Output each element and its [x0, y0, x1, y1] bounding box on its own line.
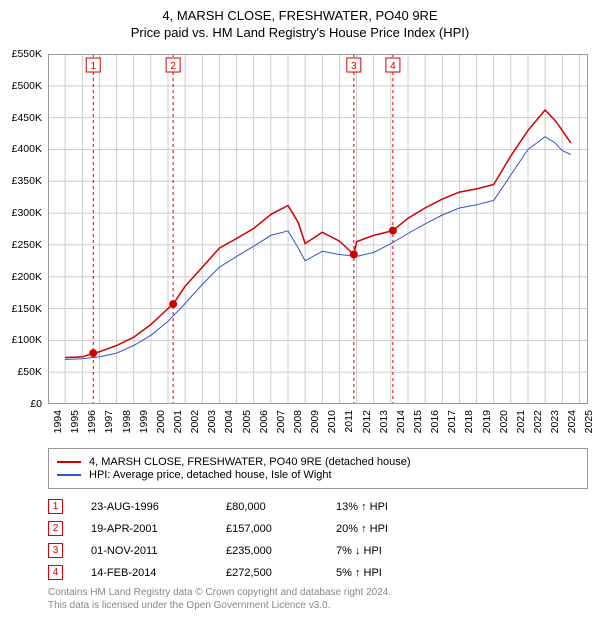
legend-item: 4, MARSH CLOSE, FRESHWATER, PO40 9RE (de… — [57, 456, 579, 468]
transaction-row: 4 14-FEB-2014£272,5005% ↑ HPI — [48, 565, 588, 580]
x-tick-label: 2017 — [446, 410, 458, 433]
svg-text:3: 3 — [351, 61, 357, 72]
y-tick-label: £100K — [12, 334, 42, 346]
x-tick-label: 2020 — [498, 410, 510, 433]
x-tick-label: 2019 — [481, 410, 493, 433]
transaction-date: 14-FEB-2014 — [91, 567, 226, 579]
transaction-badge: 4 — [48, 565, 63, 580]
transaction-price: £157,000 — [226, 523, 336, 535]
legend-swatch — [57, 461, 81, 463]
transaction-pct: 7% ↓ HPI — [336, 545, 382, 557]
x-tick-label: 2025 — [583, 410, 595, 433]
transaction-badge: 1 — [48, 499, 63, 514]
legend: 4, MARSH CLOSE, FRESHWATER, PO40 9RE (de… — [48, 448, 588, 489]
x-tick-label: 1995 — [69, 410, 81, 433]
transaction-pct: 13% ↑ HPI — [336, 501, 388, 513]
x-tick-label: 2005 — [241, 410, 253, 433]
transaction-pct: 20% ↑ HPI — [336, 523, 388, 535]
title-line-2: Price paid vs. HM Land Registry's House … — [0, 25, 600, 40]
x-tick-label: 2022 — [532, 410, 544, 433]
footer-line-1: Contains HM Land Registry data © Crown c… — [48, 586, 391, 599]
x-tick-label: 2018 — [463, 410, 475, 433]
footer-line-2: This data is licensed under the Open Gov… — [48, 599, 391, 612]
x-tick-label: 2014 — [395, 410, 407, 433]
x-tick-label: 2021 — [515, 410, 527, 433]
transaction-price: £272,500 — [226, 567, 336, 579]
svg-text:4: 4 — [390, 61, 396, 72]
x-tick-label: 2011 — [343, 410, 355, 433]
title-line-1: 4, MARSH CLOSE, FRESHWATER, PO40 9RE — [0, 8, 600, 23]
y-tick-label: £500K — [12, 80, 42, 92]
transaction-price: £235,000 — [226, 545, 336, 557]
x-tick-label: 2006 — [258, 410, 270, 433]
x-tick-label: 2004 — [223, 410, 235, 433]
x-axis: 1994 1995 1996 1997 1998 1999 2000 2001 2002 2003… — [48, 408, 588, 448]
plot-svg: 1 2 3 4 — [48, 54, 588, 404]
transaction-date: 19-APR-2001 — [91, 523, 226, 535]
x-tick-label: 2009 — [309, 410, 321, 433]
x-tick-label: 2007 — [275, 410, 287, 433]
transactions-list: 1 23-AUG-1996£80,00013% ↑ HPI 2 19-APR-2001… — [48, 492, 588, 587]
y-tick-label: £150K — [12, 303, 42, 315]
x-tick-label: 2002 — [189, 410, 201, 433]
x-tick-label: 2024 — [566, 410, 578, 433]
y-tick-label: £300K — [12, 207, 42, 219]
y-tick-label: £50K — [17, 366, 42, 378]
transaction-price: £80,000 — [226, 501, 336, 513]
legend-swatch — [57, 474, 81, 476]
y-tick-label: £450K — [12, 112, 42, 124]
x-tick-label: 1994 — [52, 410, 64, 433]
transaction-date: 01-NOV-2011 — [91, 545, 226, 557]
transaction-badge: 2 — [48, 521, 63, 536]
y-tick-label: £550K — [12, 48, 42, 60]
transaction-date: 23-AUG-1996 — [91, 501, 226, 513]
y-tick-label: £200K — [12, 271, 42, 283]
x-tick-label: 2008 — [292, 410, 304, 433]
y-tick-label: £0 — [30, 398, 42, 410]
x-tick-label: 1998 — [121, 410, 133, 433]
x-tick-label: 2003 — [206, 410, 218, 433]
x-tick-label: 2016 — [429, 410, 441, 433]
x-tick-label: 2001 — [172, 410, 184, 433]
y-tick-label: £400K — [12, 143, 42, 155]
legend-label: HPI: Average price, detached house, Isle… — [89, 469, 332, 481]
plot-area: 1 2 3 4 — [48, 54, 588, 404]
svg-text:1: 1 — [90, 61, 96, 72]
x-tick-label: 2013 — [378, 410, 390, 433]
legend-item: HPI: Average price, detached house, Isle… — [57, 469, 579, 481]
x-tick-label: 1996 — [86, 410, 98, 433]
transaction-row: 1 23-AUG-1996£80,00013% ↑ HPI — [48, 499, 588, 514]
y-tick-label: £350K — [12, 175, 42, 187]
legend-label: 4, MARSH CLOSE, FRESHWATER, PO40 9RE (de… — [89, 456, 411, 468]
x-tick-label: 2000 — [155, 410, 167, 433]
y-axis: £0£50K£100K£150K£200K£250K£300K£350K£400… — [0, 54, 46, 404]
y-tick-label: £250K — [12, 239, 42, 251]
x-tick-label: 2010 — [326, 410, 338, 433]
footer: Contains HM Land Registry data © Crown c… — [48, 586, 391, 612]
chart-container: 4, MARSH CLOSE, FRESHWATER, PO40 9RE Pri… — [0, 0, 600, 620]
transaction-row: 2 19-APR-2001£157,00020% ↑ HPI — [48, 521, 588, 536]
transaction-row: 3 01-NOV-2011£235,0007% ↓ HPI — [48, 543, 588, 558]
transaction-pct: 5% ↑ HPI — [336, 567, 382, 579]
x-tick-label: 1999 — [138, 410, 150, 433]
x-tick-label: 2023 — [549, 410, 561, 433]
x-tick-label: 1997 — [103, 410, 115, 433]
x-tick-label: 2015 — [412, 410, 424, 433]
svg-text:2: 2 — [170, 61, 176, 72]
title-block: 4, MARSH CLOSE, FRESHWATER, PO40 9RE Pri… — [0, 0, 600, 40]
transaction-badge: 3 — [48, 543, 63, 558]
x-tick-label: 2012 — [361, 410, 373, 433]
